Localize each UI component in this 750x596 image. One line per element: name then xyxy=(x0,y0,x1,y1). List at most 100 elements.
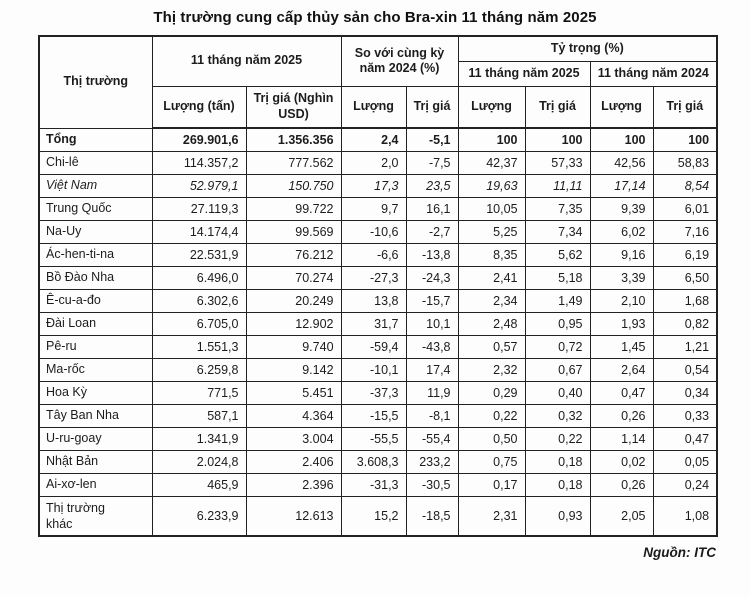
page-title: Thị trường cung cấp thủy sản cho Bra-xin… xyxy=(153,9,597,26)
market-cell: Ác-hen-ti-na xyxy=(38,242,153,267)
market-label: Việt Nam xyxy=(46,177,98,192)
value-cell: -43,8 xyxy=(405,334,459,359)
value-cell: 42,37 xyxy=(457,150,526,175)
value-cell: 0,29 xyxy=(457,380,526,405)
market-label: Pê-ru xyxy=(46,338,77,353)
value-cell: -37,3 xyxy=(340,380,407,405)
header-qty-vs2024: Lượng xyxy=(340,85,407,129)
value-cell: 0,47 xyxy=(589,380,654,405)
value-cell: 0,32 xyxy=(524,403,591,428)
table-body: Tổng 269.901,6 1.356.356 2,4 -5,1 100 100 100 10… xyxy=(38,127,718,537)
value-cell: 5.451 xyxy=(245,380,342,405)
header-period-2025: 11 tháng năm 2025 xyxy=(151,35,342,87)
header-value-kusd: Trị giá (Nghìn USD) xyxy=(245,85,342,129)
value-cell: -55,4 xyxy=(405,426,459,451)
value-cell: -8,1 xyxy=(405,403,459,428)
value-cell: -59,4 xyxy=(340,334,407,359)
value-cell: 2,34 xyxy=(457,288,526,313)
value-cell: 22.531,9 xyxy=(151,242,247,267)
value-cell: 0,26 xyxy=(589,472,654,497)
value-cell: 2,0 xyxy=(340,150,407,175)
header-vs-same-period-2024: So với cùng kỳ năm 2024 (%) xyxy=(340,35,459,87)
value-cell: 7,35 xyxy=(524,196,591,221)
value-cell: 10,05 xyxy=(457,196,526,221)
market-label: Hoa Kỳ xyxy=(46,384,87,399)
value-cell: 19,63 xyxy=(457,173,526,198)
value-cell: 17,14 xyxy=(589,173,654,198)
market-label: Ê-cu-a-đo xyxy=(46,292,101,307)
table-row: Thị trường khác 6.233,9 12.613 15,2 -18,5 2,3… xyxy=(38,495,718,537)
value-cell: 3.004 xyxy=(245,426,342,451)
value-cell: 17,4 xyxy=(405,357,459,382)
value-cell: 6.496,0 xyxy=(151,265,247,290)
value-cell: 99.569 xyxy=(245,219,342,244)
value-cell: 2.024,8 xyxy=(151,449,247,474)
value-cell: 1,08 xyxy=(652,495,718,537)
market-label: Bồ Đào Nha xyxy=(46,269,115,284)
value-cell: 0,05 xyxy=(652,449,718,474)
seafood-supply-table: Thị trường 11 tháng năm 2025 So với cùng… xyxy=(38,35,719,538)
header-share-2024: 11 tháng năm 2024 xyxy=(589,60,718,87)
table-row: U-ru-goay 1.341,9 3.004 -55,5 -55,4 0,50 0,22 1… xyxy=(38,426,718,451)
value-cell: 1,68 xyxy=(652,288,718,313)
header-qty-share2025: Lượng xyxy=(457,85,526,129)
value-cell: 9,39 xyxy=(589,196,654,221)
value-cell: 0,47 xyxy=(652,426,718,451)
value-cell: 6.302,6 xyxy=(151,288,247,313)
value-cell: 269.901,6 xyxy=(151,127,247,152)
value-cell: -10,6 xyxy=(340,219,407,244)
value-cell: 12.613 xyxy=(245,495,342,537)
value-cell: 5,18 xyxy=(524,265,591,290)
value-cell: 0,22 xyxy=(457,403,526,428)
value-cell: 2,4 xyxy=(340,127,407,152)
value-cell: 12.902 xyxy=(245,311,342,336)
market-cell: Bồ Đào Nha xyxy=(38,265,153,290)
value-cell: 587,1 xyxy=(151,403,247,428)
table-row: Hoa Kỳ 771,5 5.451 -37,3 11,9 0,29 0,40 0,47 0,3… xyxy=(38,380,718,405)
value-cell: 1.356.356 xyxy=(245,127,342,152)
value-cell: 9.142 xyxy=(245,357,342,382)
table-row: Ma-rốc 6.259,8 9.142 -10,1 17,4 2,32 0,67 2,64 0… xyxy=(38,357,718,382)
market-label: Chi-lê xyxy=(46,154,79,169)
market-label: Thị trường khác xyxy=(46,500,105,531)
market-label: Ai-xơ-len xyxy=(46,476,97,491)
value-cell: 52.979,1 xyxy=(151,173,247,198)
value-cell: -24,3 xyxy=(405,265,459,290)
value-cell: 17,3 xyxy=(340,173,407,198)
market-cell: Ma-rốc xyxy=(38,357,153,382)
market-cell: U-ru-goay xyxy=(38,426,153,451)
value-cell: 70.274 xyxy=(245,265,342,290)
value-cell: 13,8 xyxy=(340,288,407,313)
value-cell: 0,54 xyxy=(652,357,718,382)
value-cell: 0,18 xyxy=(524,449,591,474)
table-row: Chi-lê 114.357,2 777.562 2,0 -7,5 42,37 57,33 4… xyxy=(38,150,718,175)
value-cell: 150.750 xyxy=(245,173,342,198)
value-cell: 2.396 xyxy=(245,472,342,497)
header-share-2025: 11 tháng năm 2025 xyxy=(457,60,591,87)
market-label: Tây Ban Nha xyxy=(46,407,119,422)
value-cell: 5,25 xyxy=(457,219,526,244)
value-cell: -15,7 xyxy=(405,288,459,313)
market-label: Tổng xyxy=(46,131,77,146)
value-cell: 100 xyxy=(524,127,591,152)
value-cell: 100 xyxy=(652,127,718,152)
table-row: Pê-ru 1.551,3 9.740 -59,4 -43,8 0,57 0,72 1,45 1… xyxy=(38,334,718,359)
value-cell: 14.174,4 xyxy=(151,219,247,244)
value-cell: 16,1 xyxy=(405,196,459,221)
market-cell: Pê-ru xyxy=(38,334,153,359)
value-cell: 11,9 xyxy=(405,380,459,405)
market-label: Ác-hen-ti-na xyxy=(46,246,115,261)
value-cell: 31,7 xyxy=(340,311,407,336)
value-cell: 0,57 xyxy=(457,334,526,359)
table-row: Bồ Đào Nha 6.496,0 70.274 -27,3 -24,3 2,41 5,1… xyxy=(38,265,718,290)
value-cell: 0,22 xyxy=(524,426,591,451)
value-cell: 0,93 xyxy=(524,495,591,537)
value-cell: 465,9 xyxy=(151,472,247,497)
table-row: Ác-hen-ti-na 22.531,9 76.212 -6,6 -13,8 8,35 5… xyxy=(38,242,718,267)
market-cell: Ai-xơ-len xyxy=(38,472,153,497)
value-cell: 1,45 xyxy=(589,334,654,359)
value-cell: -10,1 xyxy=(340,357,407,382)
value-cell: -30,5 xyxy=(405,472,459,497)
value-cell: 20.249 xyxy=(245,288,342,313)
value-cell: 0,02 xyxy=(589,449,654,474)
